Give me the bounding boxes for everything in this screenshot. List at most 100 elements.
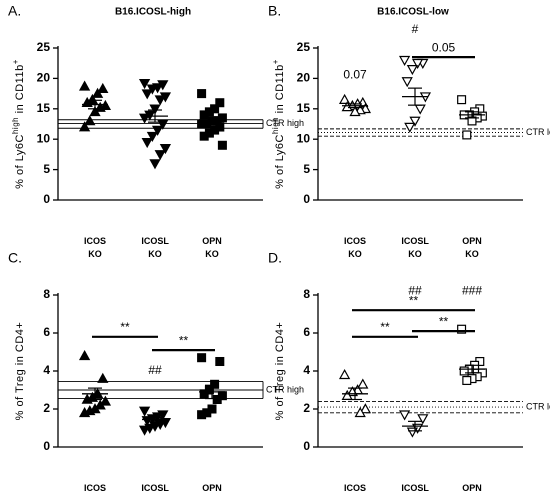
point [197, 89, 207, 99]
y-axis-label-part: + [271, 59, 280, 64]
x-tick-label: ICOSL KO [401, 236, 429, 259]
panel: B. B16.ICOSL-low% of Ly6Chigh in CD11b+05… [268, 3, 550, 206]
panel: A. B16.ICOSL-high% of Ly6Chigh in CD11b+0… [8, 3, 304, 206]
x-tick-label: ICOS KO [343, 236, 367, 259]
panel-label: D. [268, 250, 282, 266]
significance-label: ** [409, 293, 419, 307]
y-tick-label: 8 [43, 287, 50, 301]
point [78, 80, 91, 91]
x-tick-label: ICOS KO [343, 483, 367, 493]
point [359, 403, 372, 414]
y-tick-label: 2 [303, 401, 310, 415]
y-axis-label-part: % of Treg in CD4+ [14, 322, 26, 421]
point [197, 410, 207, 420]
point [78, 121, 91, 132]
point [341, 101, 353, 112]
x-tick-label: ICOSL KO [141, 236, 169, 259]
significance-label: ### [462, 283, 482, 297]
significance-label: ## [408, 283, 422, 297]
point [199, 131, 209, 141]
y-tick-label: 0 [303, 192, 310, 206]
panel-label: A. [8, 3, 21, 19]
y-tick-label: 6 [303, 325, 310, 339]
y-tick-label: 6 [43, 325, 50, 339]
y-axis-label-part: high [11, 117, 20, 134]
point [138, 406, 151, 417]
point [199, 110, 209, 120]
point [411, 58, 424, 70]
reference-label: CTR low [526, 127, 550, 137]
panel: C. % of Treg in CD4+ 0 2 4 6 8 CTR high ** ** ## [8, 250, 304, 453]
point [141, 137, 153, 149]
y-axis-label: % of Treg in CD4+ [14, 322, 26, 421]
point [406, 65, 419, 76]
significance-label: ## [148, 363, 162, 377]
panel-title: B16.ICOSL-low [377, 7, 449, 18]
y-tick-label: 4 [303, 363, 310, 377]
point [457, 95, 467, 105]
point [357, 378, 369, 389]
point [354, 406, 366, 418]
x-tick-label: ICOSL KO [141, 483, 169, 493]
y-tick-label: 15 [297, 101, 311, 115]
point [146, 131, 159, 142]
y-tick-label: 0 [43, 439, 50, 453]
point [398, 55, 411, 66]
y-tick-label: 8 [303, 287, 310, 301]
point [197, 353, 207, 363]
reference-label: CTR high [266, 384, 304, 394]
point [89, 106, 101, 117]
point [99, 395, 112, 406]
panel-title: B16.ICOSL-high [115, 7, 191, 18]
y-tick-label: 4 [43, 363, 50, 377]
y-axis-label-part: in CD11b [14, 64, 26, 117]
point [146, 84, 159, 95]
significance-label: ** [380, 320, 390, 334]
point [457, 324, 467, 334]
point [91, 87, 104, 98]
point [338, 93, 351, 104]
reference-label: CTR low [526, 401, 550, 411]
y-tick-label: 25 [297, 40, 311, 54]
y-tick-label: 15 [37, 101, 51, 115]
x-tick-label: OPN KO [202, 236, 222, 259]
point [138, 78, 151, 90]
significance-label: ** [439, 314, 449, 328]
point [462, 130, 472, 140]
point [349, 106, 361, 117]
point [215, 356, 225, 367]
x-tick-label: OPN KO [462, 236, 482, 259]
point [210, 379, 220, 389]
point [159, 144, 172, 155]
significance-label: 0.07 [343, 68, 367, 82]
point [97, 82, 109, 94]
y-tick-label: 2 [43, 401, 50, 415]
panel-label: B. [268, 3, 281, 19]
y-axis-label-part: high [271, 117, 280, 134]
point [406, 427, 419, 438]
x-tick-label: OPN KO [202, 483, 222, 493]
y-tick-label: 5 [303, 162, 310, 176]
y-tick-label: 20 [297, 71, 311, 85]
point [78, 406, 91, 418]
point [141, 89, 153, 100]
point [138, 425, 151, 436]
significance-label: ** [120, 320, 130, 334]
point [149, 104, 161, 115]
significance-label: ** [179, 333, 189, 347]
point [462, 375, 472, 386]
point [398, 410, 411, 421]
point [341, 389, 353, 400]
point [154, 150, 166, 161]
significance-label: 0.05 [432, 40, 456, 54]
point [401, 77, 413, 88]
point [94, 399, 106, 410]
point [212, 394, 222, 405]
point [151, 125, 164, 136]
y-axis-label: % of Treg in CD4+ [274, 322, 286, 421]
point [154, 95, 166, 106]
point [338, 368, 351, 380]
y-axis-label-part: % of Treg in CD4+ [274, 322, 286, 421]
